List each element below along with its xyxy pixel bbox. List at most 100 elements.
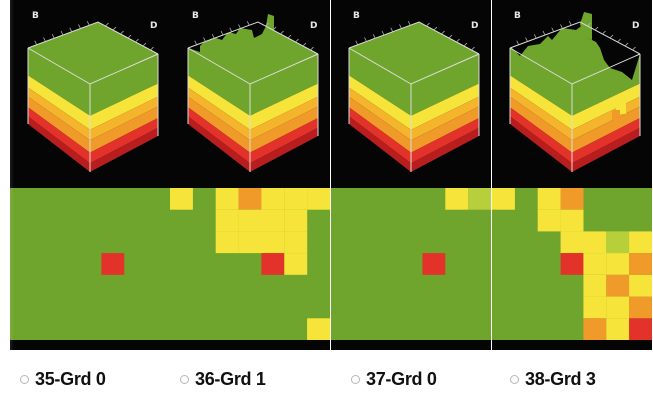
grid-cell [238,188,262,210]
cube-right-face-layer [411,106,479,153]
cube-left-face-layer [188,116,250,172]
panel-35: B D 35-Grd 0 [10,0,170,395]
cube-right-face-layer [90,54,158,116]
grid-cell [583,296,607,319]
radio-button-icon[interactable] [20,374,29,384]
grid-view-37 [331,180,491,350]
grid-cell [583,253,607,275]
axis-tick [609,34,614,39]
axis-tick [542,30,546,36]
axis-tick [272,26,277,31]
panel-38: B D 38-Grd 3 [492,0,652,395]
grid-cell [492,188,515,210]
axis-tick [364,37,367,42]
grid-cell [629,318,652,340]
axis-tick [441,30,445,35]
axis-tick [34,40,38,45]
radio-option-37[interactable]: 37-Grd 0 [351,366,437,392]
cube-raised-block [580,12,592,40]
radio-button-icon[interactable] [510,374,519,384]
axis-label-b: B [353,11,360,21]
axis-tick [399,24,402,29]
cube-right-face-layer [250,96,318,141]
panel-37: B D 37-Grd 0 [331,0,491,395]
axis-tick [390,27,394,32]
cube-left-face-layer [188,75,250,130]
axis-label-b: B [32,11,39,21]
panel-36: B D 36-Grd 1 [170,0,330,395]
cube-left-face-layer [349,107,411,164]
cube-raised-block [612,110,620,120]
grid-cell [284,253,308,275]
cube-left-face-layer [28,87,90,141]
grid-cell [606,274,630,297]
cube-back-edge [348,21,480,55]
axis-label-d: D [632,21,640,31]
cube-right-face-layer [90,96,158,141]
axis-tick [211,34,215,39]
cube-left-face-layer [510,107,572,164]
radio-button-icon[interactable] [180,374,189,384]
axis-tick [51,34,55,39]
grid-cell [583,231,607,254]
radio-option-38[interactable]: 38-Grd 3 [510,366,596,392]
axis-tick [433,26,438,31]
cube-left-face-layer [349,116,411,172]
axis-tick [355,40,359,45]
grid-cell [101,253,125,275]
axis-tick [86,21,90,26]
cube-left-face-layer [28,116,90,172]
cube-left-face-layer [349,87,411,141]
radio-label: 37-Grd 0 [366,368,437,389]
axis-tick [112,26,117,31]
axis-tick [381,30,385,36]
grid-cell [629,231,652,254]
radio-option-36[interactable]: 36-Grd 1 [180,366,266,392]
axis-tick [587,22,591,27]
radio-label: 36-Grd 1 [195,368,266,389]
cube-left-face-layer [188,48,250,116]
grid-cell [583,274,607,297]
cube-right-face-layer [90,83,158,130]
axis-tick [280,30,284,35]
axis-tick [287,34,292,39]
radio-button-icon[interactable] [351,374,360,384]
cube-left-face-layer [28,107,90,164]
top-surface-void [188,22,270,52]
grid-cell [284,231,308,254]
cube-left-face-layer [510,116,572,172]
grid-cell [170,188,193,210]
grid-cell [606,318,630,340]
cube-left-face-layer [510,48,572,116]
axis-tick [142,42,147,47]
axis-tick [533,34,537,39]
axis-tick [525,37,528,42]
cube-right-face-layer [411,127,479,172]
axis-tick [105,22,109,27]
cube-view-36: B D [170,0,330,180]
axis-tick [594,26,599,31]
axis-tick [551,27,555,32]
cube-top-face [349,22,479,84]
grid-cell [629,274,652,297]
cube-right-face-layer [250,54,318,116]
cube-right-face-layer [411,83,479,130]
cube-left-face-layer [188,87,250,141]
axis-tick [471,46,475,51]
axis-tick [624,42,629,47]
grid-cell [606,253,630,275]
cube-back-edge [27,21,159,55]
cube-left-face-layer [510,87,572,141]
cube-right-face-layer [250,127,318,172]
grid-cell [537,209,561,232]
grid-cell [284,209,308,232]
grid-cell [261,231,285,254]
grid-cell [560,253,584,275]
cube-right-face-layer [572,83,640,130]
axis-tick [560,24,563,29]
cube-view-35: B D [10,0,170,180]
grid-cell [215,231,239,254]
grid-cell [583,318,607,340]
radio-option-35[interactable]: 35-Grd 0 [20,366,106,392]
cube-right-face-layer [250,106,318,153]
